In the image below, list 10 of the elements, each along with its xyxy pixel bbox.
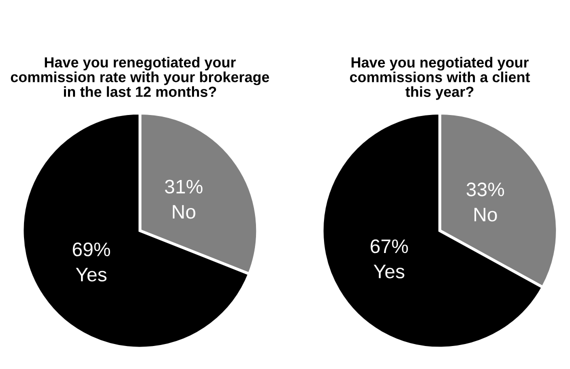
slice-label: No [172,205,196,219]
chart-title: Have you negotiated your commissions with a client this year? [350,56,530,100]
slice-label: Yes [374,264,404,278]
slice-label: Yes [76,268,106,282]
slice-label: No [474,208,497,222]
data-label: 67% [370,239,408,254]
data-label: 33% [466,182,504,196]
chart-title: Have you renegotiated your commission rate with your brokerage in the last 12 months? [10,56,270,97]
data-label: 31% [164,180,202,194]
data-label: 69% [72,242,110,256]
